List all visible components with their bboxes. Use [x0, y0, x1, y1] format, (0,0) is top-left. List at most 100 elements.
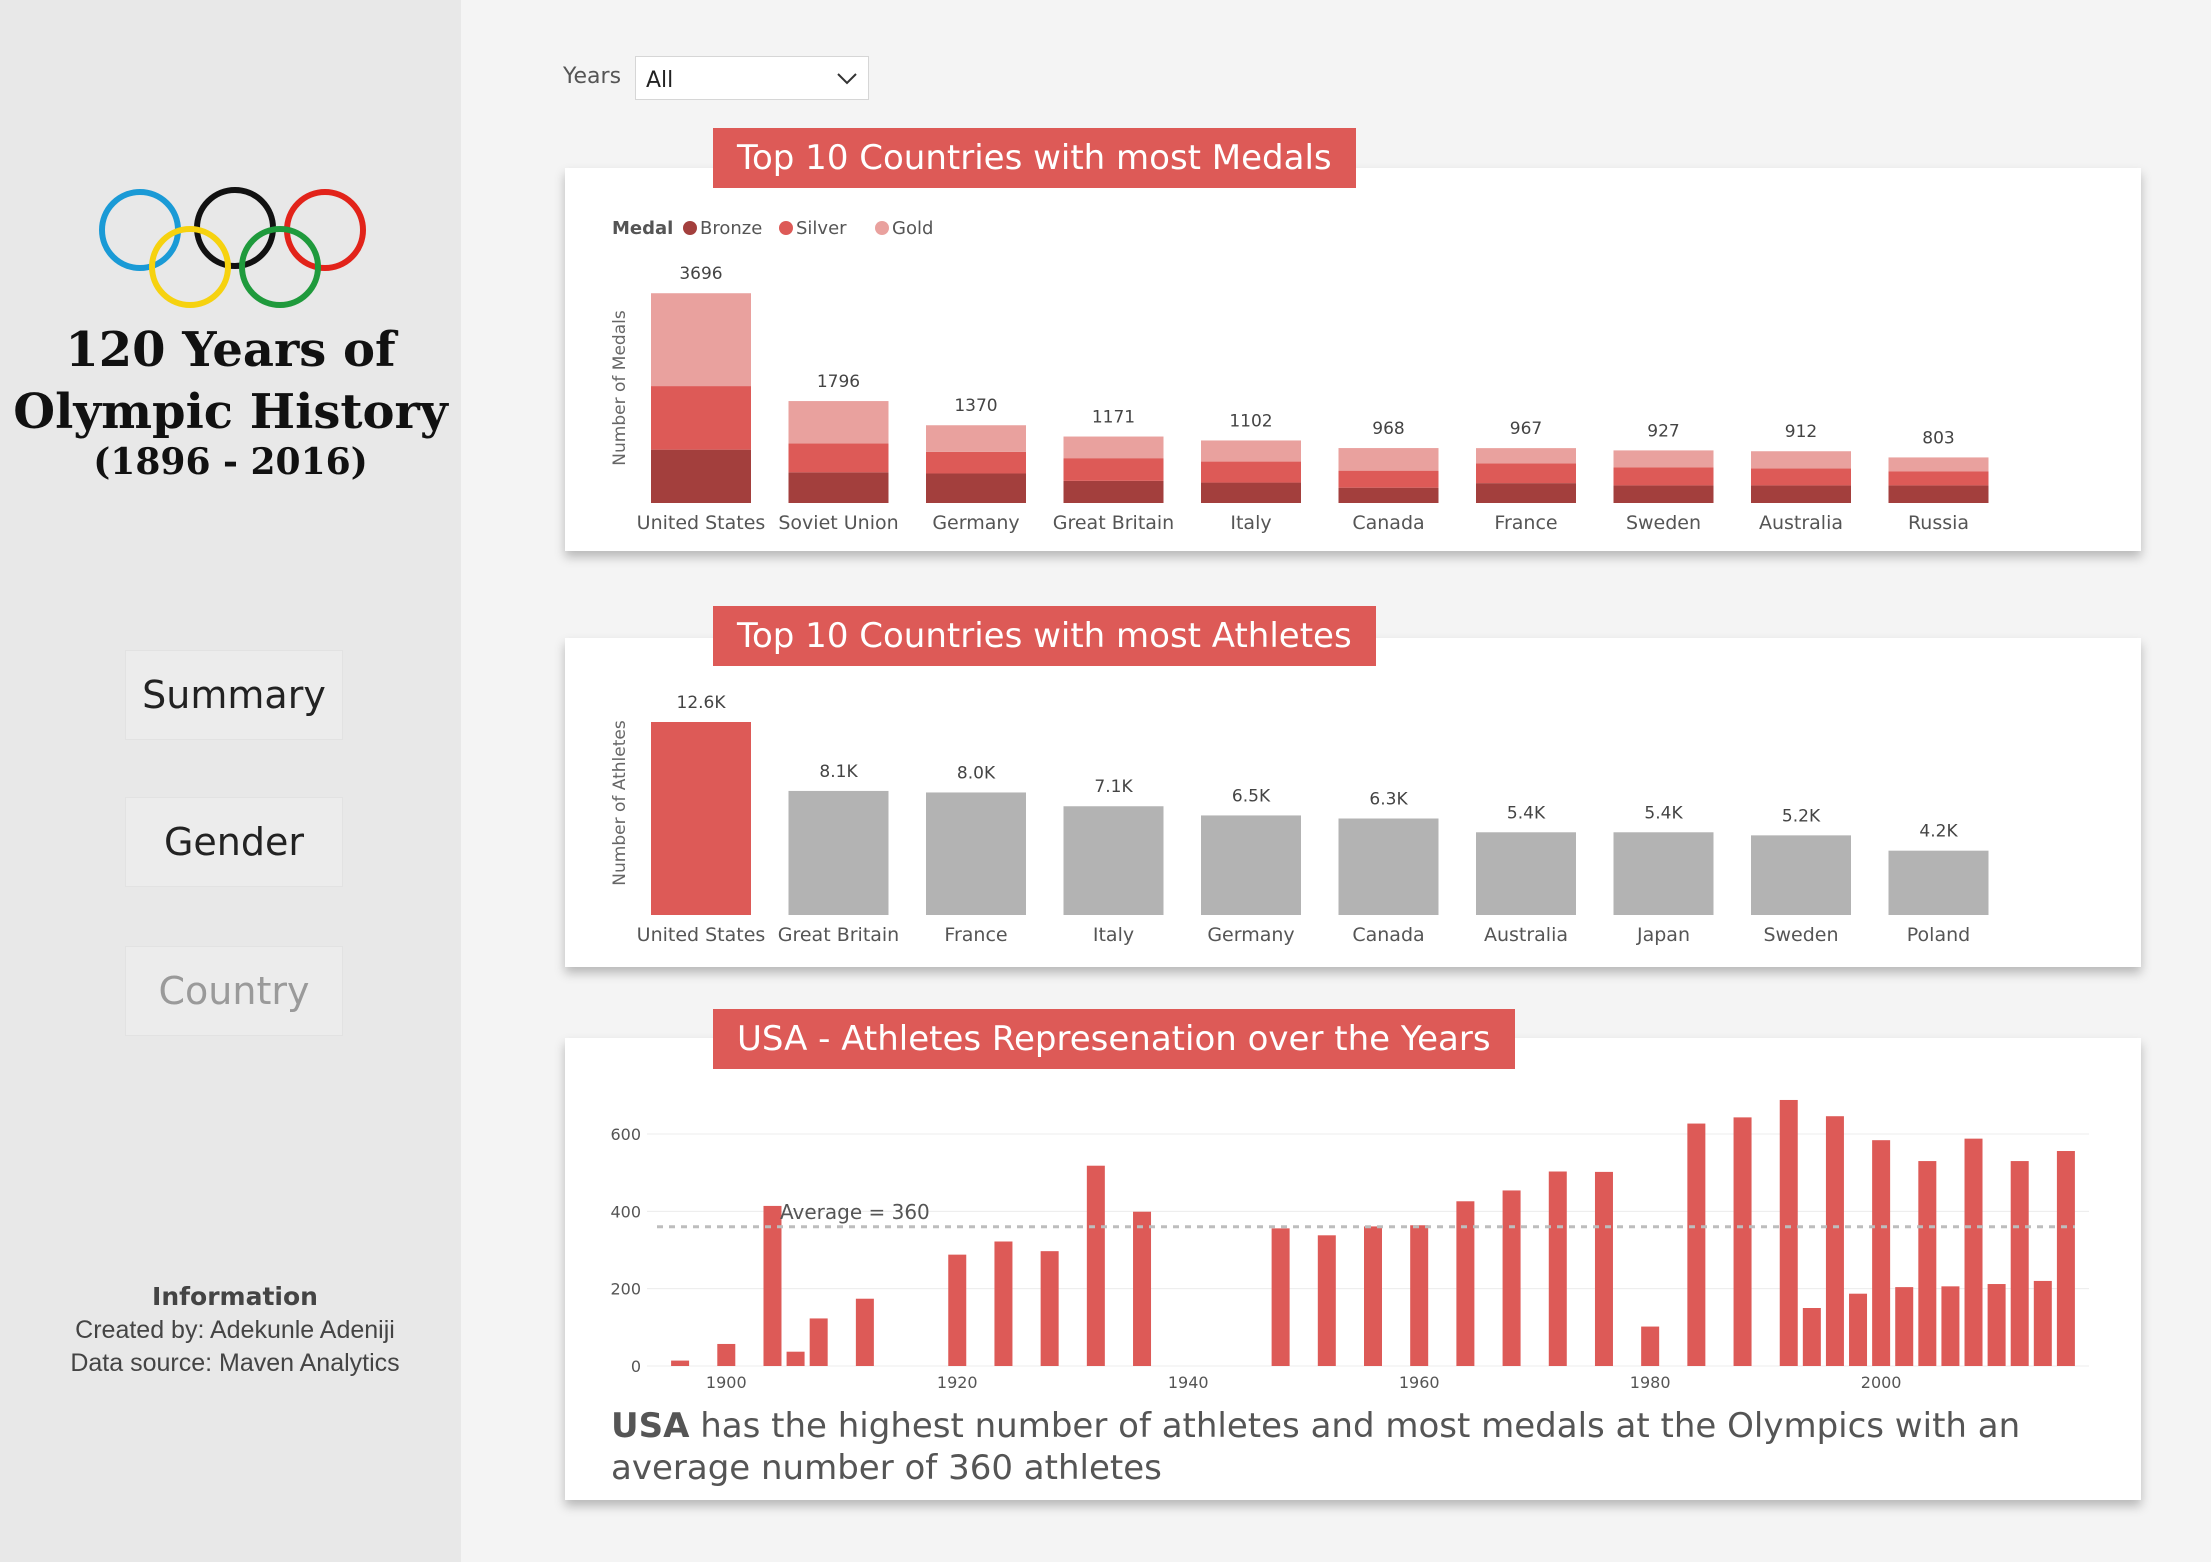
bar-silver [1476, 463, 1576, 484]
bar [1456, 1201, 1475, 1366]
bar [1502, 1190, 1521, 1366]
bar-silver [1201, 461, 1301, 483]
data-label: 8.1K [819, 762, 858, 782]
bar-bronze [788, 472, 889, 503]
x-tick-label: France [1494, 512, 1557, 534]
y-axis-label: Number of Medals [610, 310, 630, 466]
bar [948, 1254, 967, 1366]
bar [1849, 1293, 1868, 1366]
bar-silver [926, 451, 1026, 474]
x-tick-label: 2000 [1861, 1373, 1902, 1392]
years-filter-dropdown[interactable]: All [635, 56, 869, 100]
x-tick-label: Great Britain [1053, 512, 1174, 534]
data-label: 968 [1372, 419, 1404, 439]
x-tick-label: Soviet Union [778, 512, 898, 534]
data-label: 927 [1647, 421, 1679, 441]
report-title-line2: Olympic History [13, 384, 448, 440]
insight-body: has the highest number of athletes and m… [611, 1406, 2021, 1488]
bar [1133, 1211, 1152, 1366]
nav-country-button[interactable]: Country [125, 946, 343, 1036]
x-tick-label: 1940 [1168, 1373, 1209, 1392]
bar [1941, 1286, 1960, 1366]
bar-gold [1751, 451, 1851, 469]
blue-ring [99, 189, 181, 271]
data-label: 6.3K [1369, 790, 1408, 810]
bar [1779, 1099, 1798, 1366]
bar [855, 1298, 874, 1366]
bar-silver [1338, 470, 1439, 488]
bar [1548, 1171, 1567, 1366]
y-axis-label: Number of Athletes [610, 720, 630, 886]
bar [1613, 832, 1714, 915]
data-label: 3696 [679, 264, 722, 284]
chevron-down-icon [837, 73, 857, 85]
nav-gender-button[interactable]: Gender [125, 797, 343, 887]
bar [651, 722, 751, 915]
bar [1918, 1161, 1937, 1366]
average-reference-label: Average = 360 [780, 1200, 930, 1224]
bar [1063, 806, 1164, 915]
x-tick-label: 1980 [1630, 1373, 1671, 1392]
x-tick-label: Italy [1093, 924, 1134, 946]
bar [788, 790, 889, 915]
athletes-chart-title: Top 10 Countries with most Athletes [713, 606, 1376, 666]
bar [1201, 815, 1301, 915]
bar [1987, 1284, 2006, 1366]
legend-title: Medal [612, 218, 673, 239]
red-ring [284, 189, 366, 271]
bar-silver [1063, 458, 1164, 481]
report-title-line1: 120 Years of [65, 322, 396, 378]
bar-gold [1613, 450, 1714, 468]
legend-marker-bronze [683, 221, 697, 235]
usa-card: 0 200 400 600 Average = 360 1900 1920 1940 1960 1… [565, 1038, 2141, 1500]
x-tick-label: United States [637, 512, 766, 534]
bar [1825, 1116, 1844, 1366]
data-label: 8.0K [957, 763, 996, 783]
y-tick-label: 0 [631, 1357, 641, 1376]
green-ring [239, 226, 321, 308]
data-label: 912 [1785, 422, 1817, 442]
bar-bronze [1751, 485, 1851, 503]
y-tick-label: 200 [610, 1280, 641, 1299]
legend-marker-gold [875, 221, 889, 235]
bar-silver [788, 443, 889, 473]
bar [1687, 1123, 1706, 1366]
data-label: 1102 [1229, 411, 1272, 431]
bar [1872, 1140, 1891, 1366]
bar-gold [788, 401, 889, 444]
bar-gold [926, 425, 1026, 452]
bar [1733, 1117, 1752, 1366]
nav-summary-button[interactable]: Summary [125, 650, 343, 740]
usa-chart-title: USA - Athletes Represenation over the Ye… [713, 1009, 1515, 1069]
bar [2010, 1161, 2029, 1366]
report-title-years: (1896 - 2016) [93, 441, 368, 483]
data-label: 6.5K [1232, 786, 1271, 806]
bar-bronze [926, 473, 1026, 503]
data-label: 7.1K [1094, 777, 1133, 797]
x-tick-label: Canada [1352, 512, 1424, 534]
x-tick-label: Italy [1230, 512, 1271, 534]
data-label: 1370 [954, 396, 997, 416]
data-label: 1171 [1092, 408, 1135, 428]
x-tick-label: Australia [1484, 924, 1568, 946]
x-tick-label: 1960 [1399, 1373, 1440, 1392]
info-heading: Information [152, 1282, 318, 1311]
x-tick-label: Sweden [1626, 512, 1701, 534]
x-tick-label: Sweden [1763, 924, 1838, 946]
x-tick-label: France [944, 924, 1007, 946]
data-label: 5.4K [1644, 803, 1683, 823]
insight-highlight: USA [611, 1406, 690, 1446]
x-tick-label: Poland [1907, 924, 1970, 946]
bar [1410, 1225, 1429, 1366]
bar [1317, 1235, 1336, 1366]
bar [1364, 1226, 1382, 1366]
bar [1964, 1138, 1983, 1366]
bar [1751, 835, 1851, 915]
bar-bronze [1063, 480, 1164, 503]
bar [926, 792, 1026, 915]
bar [1802, 1308, 1821, 1366]
bar-silver [651, 386, 751, 450]
x-tick-label: Australia [1759, 512, 1843, 534]
bar-gold [1063, 436, 1164, 459]
years-filter-label: Years [563, 64, 622, 89]
